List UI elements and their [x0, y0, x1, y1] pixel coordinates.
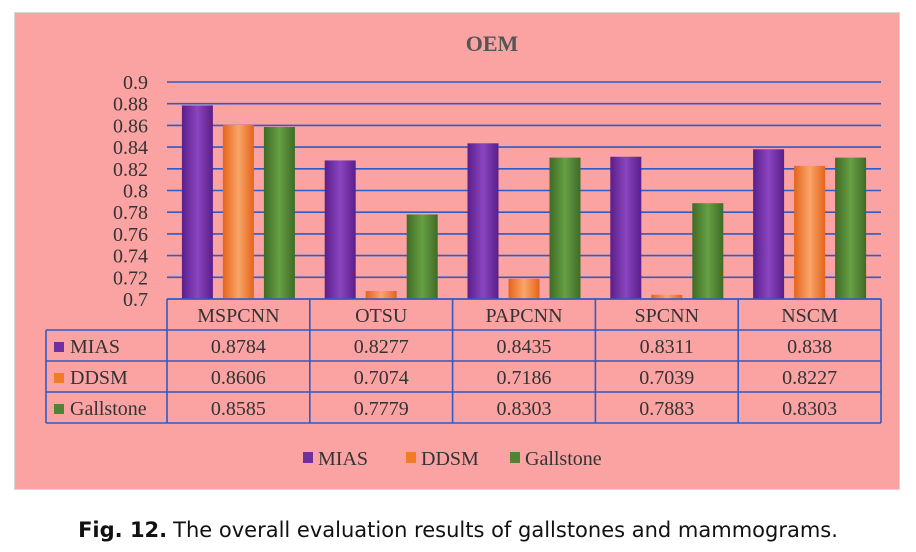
table-cell-value: 0.838 [787, 336, 832, 358]
table-legend-key [54, 404, 64, 414]
table-cell-value: 0.7186 [497, 367, 552, 389]
legend-key-gallstone [510, 452, 520, 463]
y-tick-label: 0.74 [113, 246, 148, 268]
bar-gallstone-otsu [406, 214, 438, 299]
table-cell-value: 0.7779 [354, 398, 409, 420]
oem-chart: OEM 0.90.880.860.840.820.80.780.760.740.… [45, 31, 882, 470]
table-series-label: DDSM [70, 367, 128, 389]
bar-ddsm-papcnn [508, 278, 540, 299]
table-cell-value: 0.8277 [354, 336, 409, 358]
bar-ddsm-mspcnn [222, 124, 254, 300]
bar-ddsm-nscm [794, 165, 826, 299]
y-tick-label: 0.9 [123, 72, 148, 94]
table-cell-value: 0.7039 [639, 367, 694, 389]
table-cell-value: 0.8585 [211, 398, 266, 420]
bar-mias-spcnn [610, 156, 642, 299]
chart-title: OEM [466, 31, 519, 56]
bar-mias-otsu [324, 160, 356, 299]
y-tick-label: 0.84 [113, 137, 148, 159]
bar-gallstone-mspcnn [263, 127, 295, 299]
caption-label: Fig. 12. [78, 518, 168, 542]
y-tick-label: 0.8 [123, 181, 148, 203]
figure-caption: Fig. 12. The overall evaluation results o… [0, 518, 916, 542]
table-series-label: Gallstone [70, 398, 147, 420]
bar-ddsm-otsu [365, 290, 397, 299]
table-legend-key [54, 342, 64, 352]
bar-gallstone-papcnn [549, 157, 581, 299]
category-label: OTSU [355, 305, 408, 327]
table-cell-value: 0.8227 [782, 367, 837, 389]
table-cell-value: 0.7883 [639, 398, 694, 420]
table-cell-value: 0.8303 [497, 398, 552, 420]
category-label: PAPCNN [485, 305, 562, 327]
bar-mias-nscm [753, 149, 785, 299]
y-tick-label: 0.78 [113, 202, 148, 224]
table-series-label: MIAS [70, 336, 120, 358]
y-tick-label: 0.76 [113, 224, 148, 246]
category-label: SPCNN [635, 305, 699, 327]
legend-key-ddsm [406, 452, 416, 463]
legend-key-mias [303, 452, 313, 463]
legend-label-gallstone: Gallstone [525, 448, 602, 470]
bar-mias-mspcnn [181, 105, 213, 299]
bar-gallstone-nscm [835, 157, 867, 299]
table-cell-value: 0.7074 [354, 367, 409, 389]
bar-ddsm-spcnn [651, 294, 683, 299]
y-tick-label: 0.82 [113, 159, 148, 181]
y-tick-label: 0.86 [113, 115, 148, 137]
y-tick-label: 0.7 [123, 289, 148, 311]
table-cell-value: 0.8784 [211, 336, 266, 358]
table-legend-key [54, 373, 64, 383]
category-label: NSCM [781, 305, 838, 327]
caption-text: The overall evaluation results of gallst… [173, 518, 838, 542]
table-cell-value: 0.8303 [782, 398, 837, 420]
y-tick-label: 0.72 [113, 267, 148, 289]
legend-label-ddsm: DDSM [421, 448, 479, 470]
y-tick-label: 0.88 [113, 94, 148, 116]
bar-gallstone-spcnn [692, 203, 724, 299]
table-cell-value: 0.8311 [640, 336, 694, 358]
category-label: MSPCNN [197, 305, 279, 327]
table-cell-value: 0.8606 [211, 367, 266, 389]
bar-mias-papcnn [467, 143, 499, 299]
chart-panel [14, 12, 900, 490]
legend-label-mias: MIAS [318, 448, 368, 470]
table-cell-value: 0.8435 [497, 336, 552, 358]
